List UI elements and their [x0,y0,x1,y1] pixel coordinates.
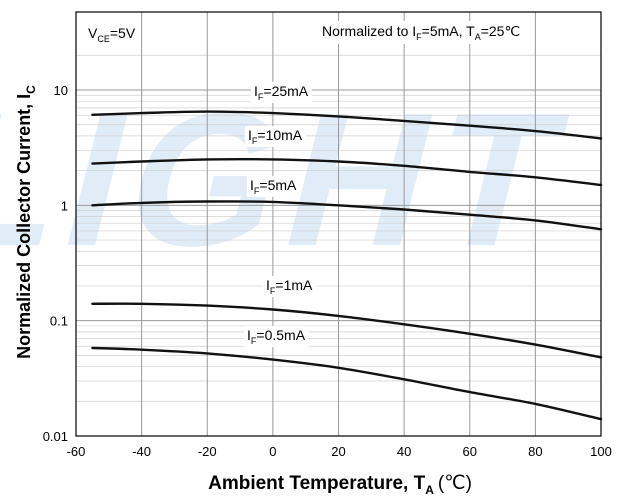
x-axis-title: Ambient Temperature, TA (℃) [208,473,472,497]
series-line [91,110,603,140]
condition-vce: VCE=5V [88,25,136,44]
y-tick-label: 10 [54,83,68,98]
tick-labels: -60 -40 -20 0 20 40 60 80 100 0.01 0.1 1 10 [43,83,612,459]
condition-bg [318,21,525,44]
x-tick-label: -60 [67,444,86,459]
x-tick-label: 80 [528,444,542,459]
y-tick-label: 1 [61,198,68,213]
condition-bg [84,23,140,46]
series-label: IF=25mA [254,83,309,102]
x-tick-label: -40 [132,444,151,459]
plot-frame [75,11,602,437]
series-label: IF=10mA [248,127,303,146]
x-tick-label: -20 [198,444,217,459]
curve-labels: IF=25mA IF=10mA IF=5mA IF=1mA IF=0.5mA [244,82,317,347]
series-label-bg [245,126,306,147]
series-label: IF=1mA [266,277,313,296]
x-tick-label: 100 [590,444,612,459]
series-label: IF=0.5mA [247,327,306,346]
curves [91,110,603,421]
series-label-bg [251,82,312,103]
series-label-bg [263,276,317,297]
x-tick-label: 20 [331,444,345,459]
series-line [91,157,603,187]
series-label: IF=5mA [250,177,297,196]
x-tick-label: 0 [269,444,276,459]
x-tick-label: 40 [397,444,411,459]
series-line [91,200,603,231]
series-label-bg [247,176,301,197]
series-label-bg [244,326,309,347]
y-tick-label: 0.1 [50,314,68,329]
series-line [91,302,603,359]
y-axis-title: Normalized Collector Current, IC [14,85,38,359]
y-tick-label: 0.01 [43,429,68,444]
x-tick-label: 60 [463,444,477,459]
condition-normalization: Normalized to IF=5mA, TA=25℃ [322,23,520,42]
series-line [91,346,603,421]
